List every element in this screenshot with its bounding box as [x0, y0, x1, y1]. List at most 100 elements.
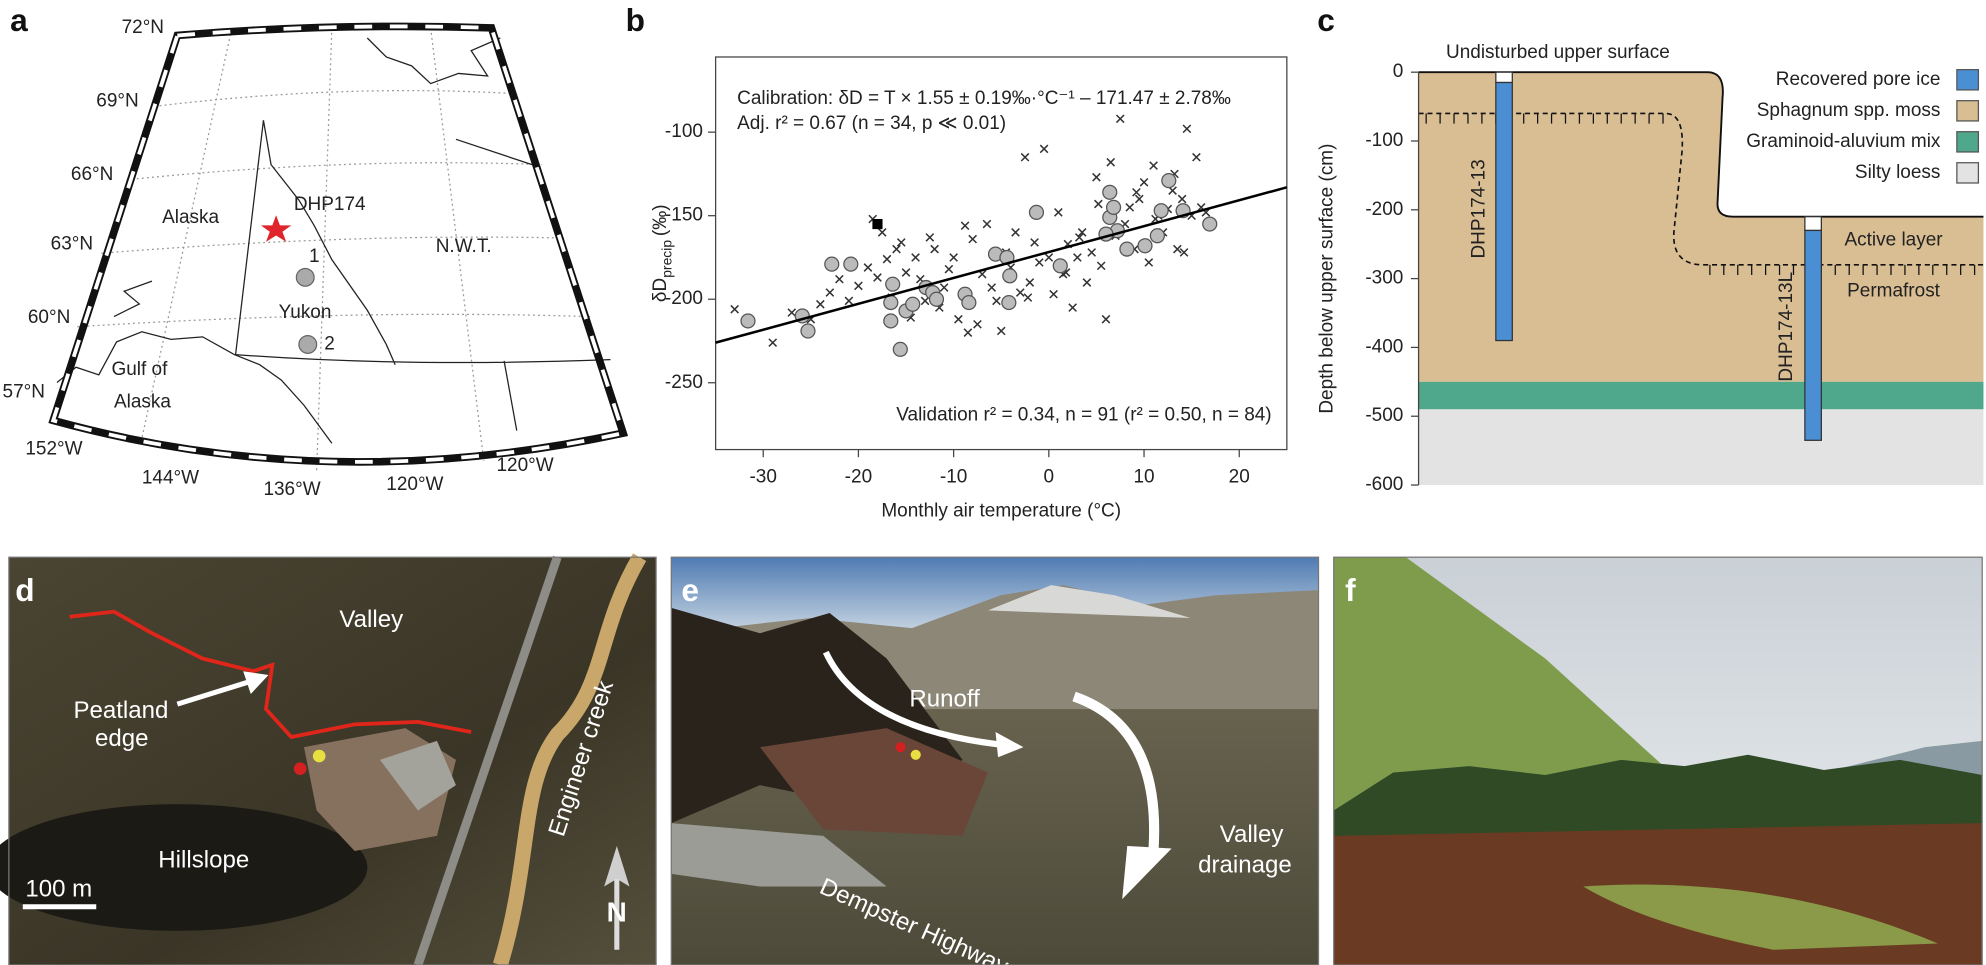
x-tick-label: -20	[845, 466, 872, 487]
place-label: 1	[309, 246, 320, 267]
cross-point	[1144, 258, 1154, 267]
circle-point	[1002, 268, 1018, 284]
circle-point	[1202, 216, 1218, 232]
lat-label: 57°N	[3, 382, 45, 403]
circle-point	[1052, 258, 1068, 274]
legend-label: Sphagnum spp. moss	[1757, 100, 1941, 121]
aerial-photo	[0, 553, 657, 965]
sea-label: Gulf of	[111, 359, 168, 380]
cross-point	[930, 244, 939, 254]
cross-point	[1094, 199, 1103, 209]
cross-point	[768, 338, 778, 347]
circle-point	[1028, 204, 1045, 220]
cross-point	[892, 244, 901, 254]
cross-point	[960, 221, 970, 231]
y-label-sub: precip	[658, 240, 674, 278]
cross-point	[1106, 157, 1116, 167]
surface-outline	[1418, 71, 1984, 218]
cross-point	[816, 299, 825, 309]
panel-letter: b	[626, 2, 645, 38]
circle-point	[961, 294, 977, 311]
map	[48, 22, 629, 472]
photo-frame	[8, 556, 657, 965]
y-tick-label: -150	[665, 205, 703, 226]
legend-swatch	[1956, 69, 1980, 91]
cross-point	[1179, 248, 1189, 257]
y-axis-label: δDprecip (‰)	[650, 204, 674, 302]
legend-label: Recovered pore ice	[1776, 69, 1941, 90]
circle-point	[883, 294, 899, 311]
photo-label: Hillslope	[158, 847, 249, 874]
cross-point	[1073, 253, 1082, 262]
cross-point	[973, 319, 982, 329]
cross-point	[863, 263, 873, 272]
annotation: Calibration: δD = T × 1.55 ± 0.19‰·°C⁻¹ …	[737, 88, 1231, 109]
y-axis-label: Depth below upper surface (cm)	[1316, 144, 1337, 414]
lon-label: 152°W	[25, 439, 82, 460]
x-tick-label: -30	[749, 466, 776, 487]
layer	[1418, 381, 1984, 410]
photo-label: Runoff	[909, 686, 980, 713]
circle-point	[1105, 199, 1122, 215]
y-tick-label: -100	[1365, 130, 1403, 151]
place-label: Alaska	[162, 207, 219, 228]
circle-point	[928, 291, 945, 307]
x-axis-label: Monthly air temperature (°C)	[881, 501, 1121, 522]
y-tick-label: -100	[665, 121, 703, 142]
north-label: N	[607, 897, 627, 928]
cross-point	[987, 283, 997, 292]
cross-point	[949, 253, 958, 262]
core-label: DHP174-13	[1468, 159, 1489, 258]
lon-label: 120°W	[497, 455, 554, 476]
photo-frame	[670, 556, 1320, 965]
circle-point	[824, 256, 840, 272]
lon-label: 136°W	[263, 479, 320, 500]
cross-point	[1034, 258, 1044, 267]
y-tick-label: 0	[1393, 61, 1404, 82]
circle-point	[1102, 184, 1118, 200]
cross-point	[1182, 124, 1192, 134]
surface-label: Undisturbed upper surface	[1446, 42, 1670, 63]
photo-frame	[1333, 556, 1983, 965]
sea-label: Alaska	[114, 392, 171, 413]
cross-point	[992, 296, 1001, 306]
cross-point	[844, 296, 854, 306]
cross-point	[825, 288, 835, 297]
cross-point	[1030, 238, 1039, 247]
cross-point	[1134, 194, 1144, 204]
circle-point	[1149, 228, 1165, 244]
y-tick-label: -300	[1365, 268, 1403, 289]
cross-point	[925, 233, 935, 242]
cross-point	[1125, 203, 1135, 212]
layer	[1418, 409, 1984, 486]
x-tick-label: 20	[1229, 466, 1250, 487]
cross-point	[1049, 289, 1058, 299]
circle-point	[740, 313, 756, 329]
cross-point	[730, 304, 739, 314]
cross-point	[1044, 253, 1054, 262]
lat-label: 72°N	[122, 17, 164, 38]
place-label: DHP174	[294, 194, 366, 215]
cross-point	[996, 326, 1006, 336]
y-label-main: δD	[650, 278, 671, 302]
circle-point	[1119, 241, 1135, 257]
site-star	[260, 215, 292, 242]
cross-point	[1192, 152, 1201, 162]
permafrost-label: Permafrost	[1847, 280, 1941, 301]
cross-point	[1087, 248, 1097, 257]
cross-point	[882, 254, 892, 264]
cross-point	[968, 234, 978, 244]
cross-point	[920, 296, 930, 306]
cross-point	[963, 328, 973, 337]
cross-point	[1149, 161, 1158, 170]
core-void	[1495, 71, 1513, 84]
site-marker	[298, 334, 318, 354]
cross-point	[939, 283, 949, 292]
cross-point	[982, 219, 992, 229]
lat-label: 69°N	[96, 90, 138, 111]
place-label: N.W.T.	[436, 236, 492, 257]
cross-point	[1074, 233, 1084, 242]
cross-point	[1139, 177, 1149, 187]
core-label: DHP174-13L	[1776, 272, 1797, 382]
